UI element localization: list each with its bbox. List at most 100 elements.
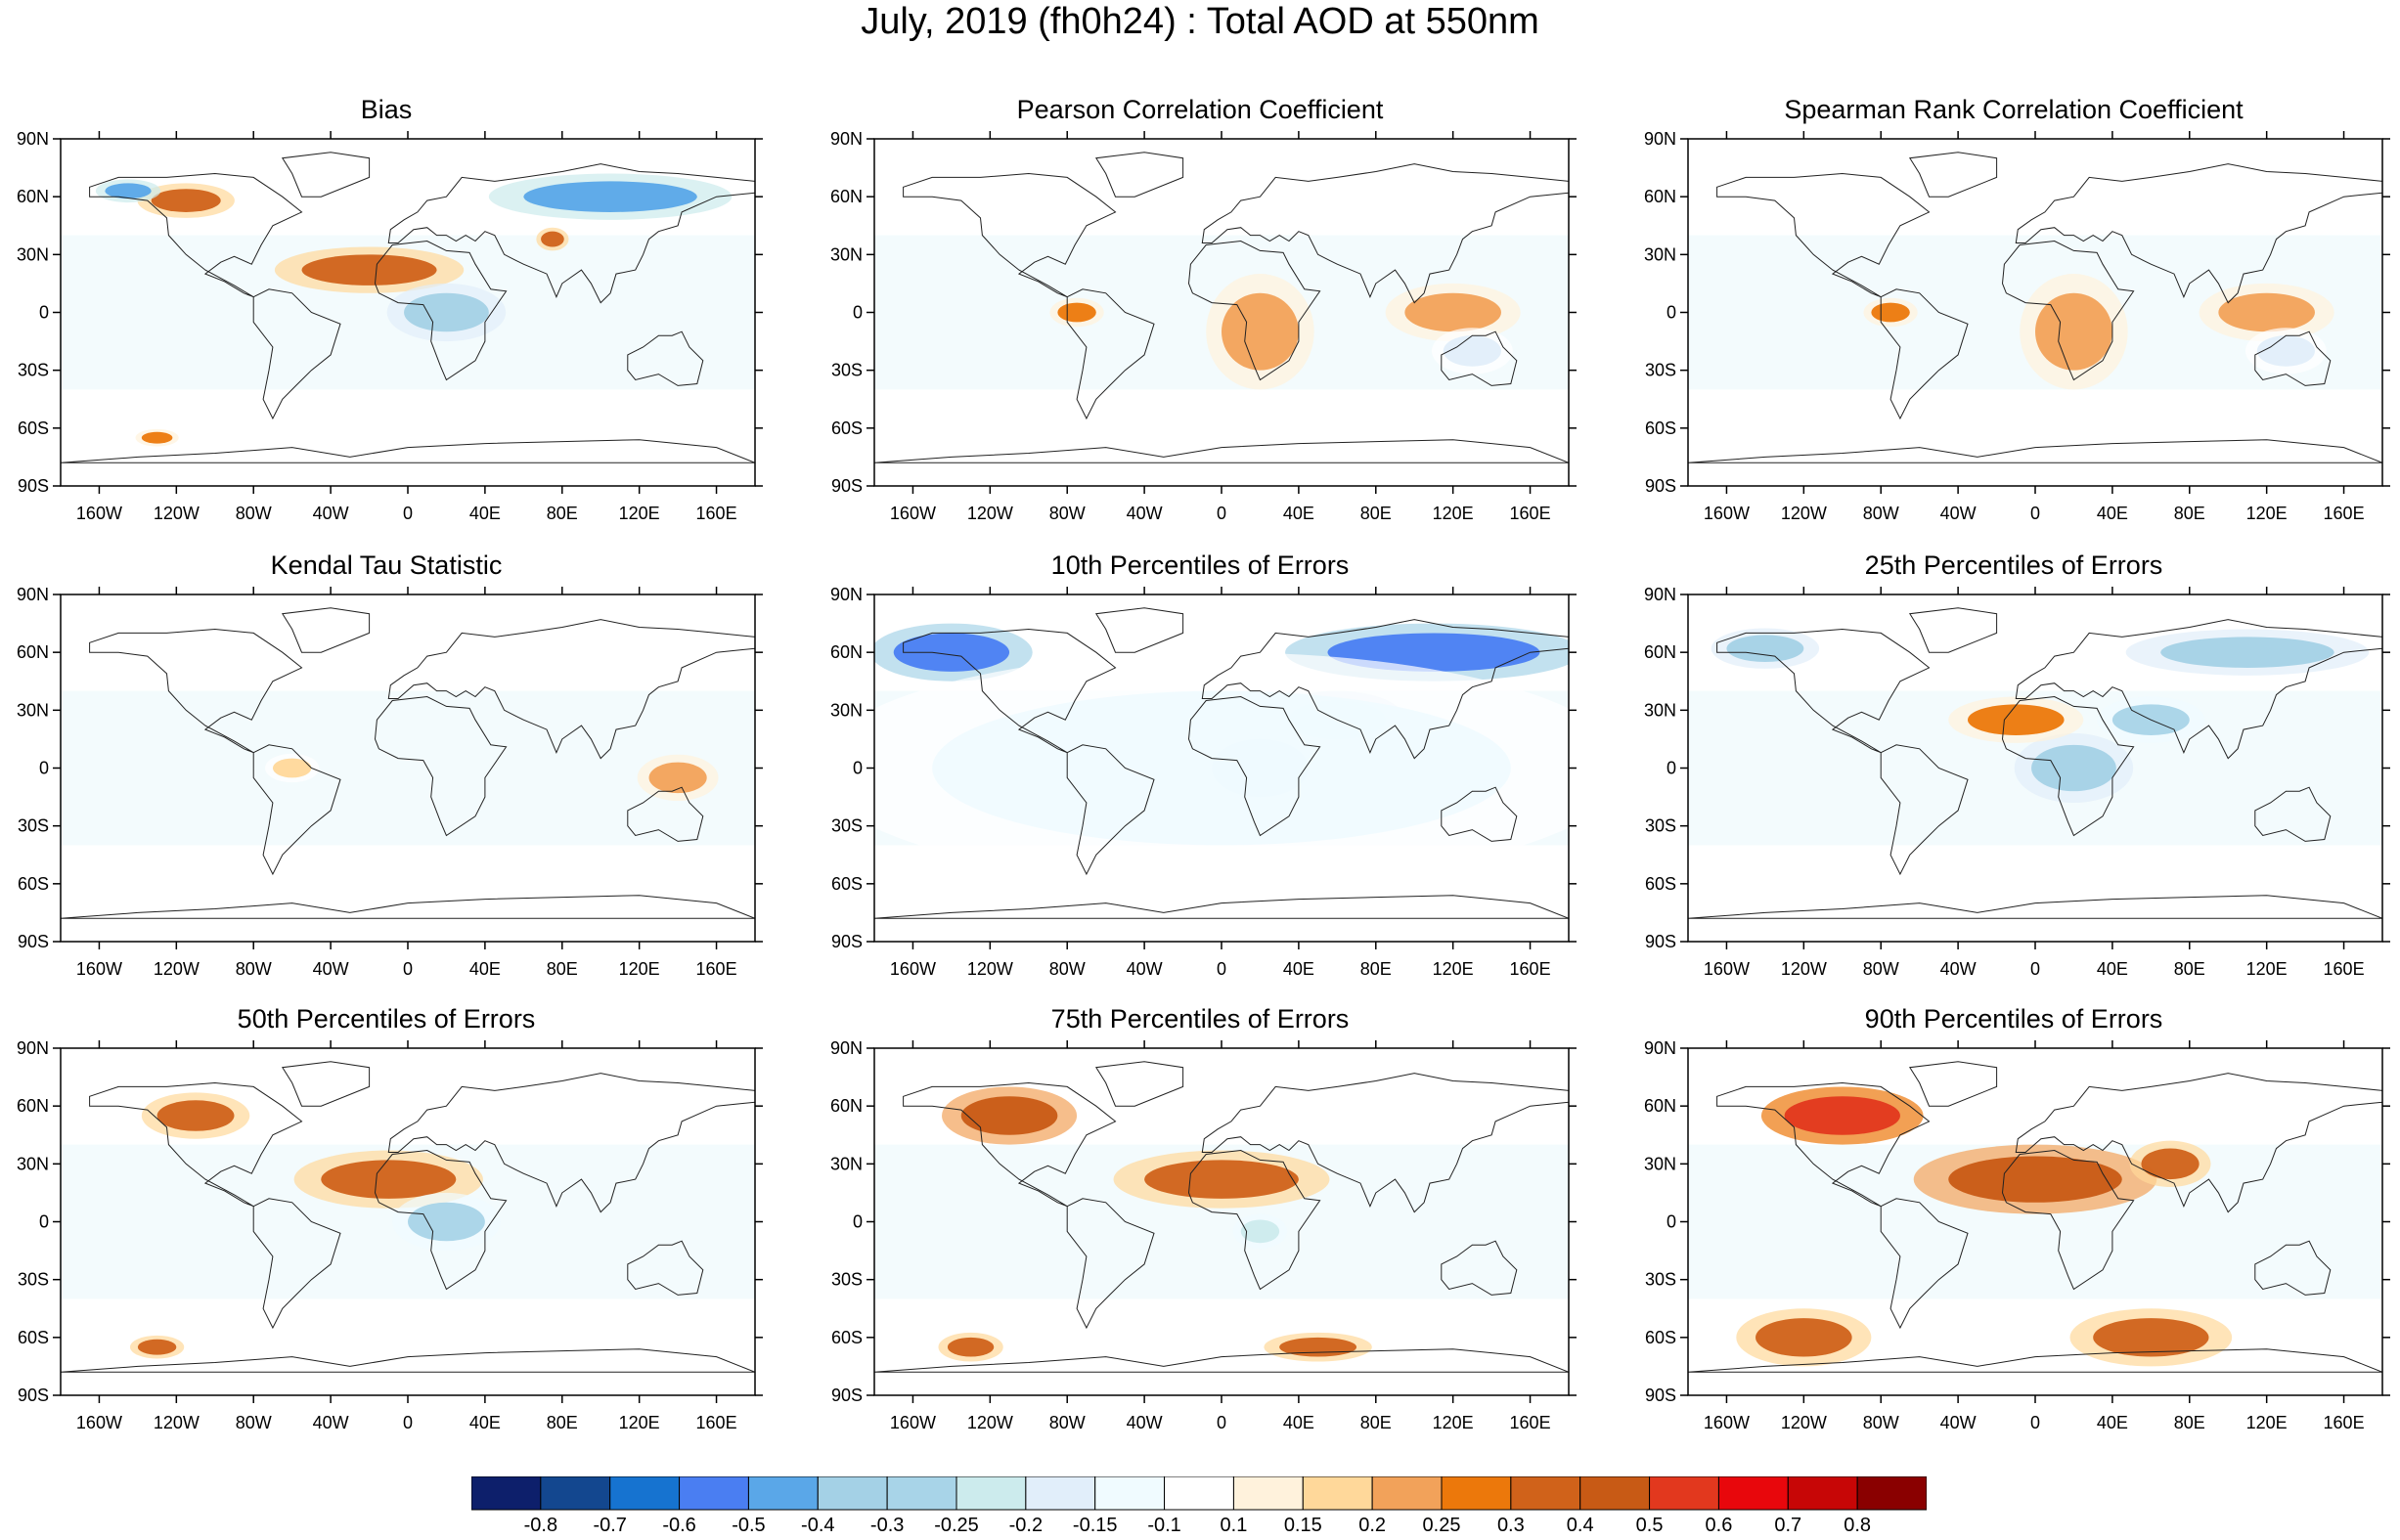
colorbar-label: 0.15 xyxy=(1284,1515,1322,1535)
lat-tick-label: 0 xyxy=(853,1212,863,1232)
panel-title: 75th Percentiles of Errors xyxy=(1050,1004,1350,1034)
coastline xyxy=(89,628,303,754)
colorbar-swatch xyxy=(540,1475,611,1511)
map-panel: 50th Percentiles of Errors 90N 60N 30N 0 30S 6… xyxy=(0,999,773,1430)
lon-tick-label: 120W xyxy=(154,504,200,520)
coastline xyxy=(1066,1198,1155,1330)
coastline xyxy=(281,1061,371,1107)
lat-tick-label: 60N xyxy=(17,642,49,662)
lon-tick-label: 120W xyxy=(967,959,1013,976)
colorbar-swatch xyxy=(1302,1475,1373,1511)
lon-tick-label: 0 xyxy=(1217,504,1226,520)
map-svg: 90N 60N 30N 0 30S 60S 90S 160W 120W 80W 40W 0 40E 80E… xyxy=(830,129,1577,520)
lat-tick-label: 0 xyxy=(1667,1212,1676,1232)
lon-tick-label: 0 xyxy=(2030,1413,2040,1430)
lon-tick-label: 120E xyxy=(2246,959,2288,976)
lon-tick-label: 120W xyxy=(1781,1413,1827,1430)
coastline xyxy=(627,330,704,386)
coastline xyxy=(1066,288,1155,420)
lon-tick-label: 80W xyxy=(236,504,272,520)
lon-tick-label: 160E xyxy=(2324,959,2365,976)
field-core xyxy=(893,633,1010,672)
lon-tick-label: 160E xyxy=(1510,504,1551,520)
lon-tick-label: 120E xyxy=(2246,504,2288,520)
coastline xyxy=(1187,1149,1321,1291)
coastline xyxy=(1688,439,2382,463)
coastline xyxy=(387,163,755,304)
lon-tick-label: 40E xyxy=(469,504,501,520)
background-field xyxy=(61,690,755,846)
coastline xyxy=(627,1240,704,1296)
lat-tick-label: 30S xyxy=(18,1270,49,1290)
colorbar-label: -0.3 xyxy=(870,1515,904,1535)
coastline xyxy=(1716,172,1931,298)
lon-tick-label: 120E xyxy=(619,959,660,976)
coastline xyxy=(1187,240,1321,381)
lon-tick-label: 120E xyxy=(2246,1413,2288,1430)
field-core xyxy=(1871,302,1910,323)
coastline xyxy=(252,1198,341,1330)
field-core xyxy=(105,183,152,199)
lat-tick-label: 30S xyxy=(18,361,49,380)
lon-tick-label: 40W xyxy=(1940,959,1977,976)
coastline xyxy=(374,1149,508,1291)
coastline xyxy=(1094,607,1184,653)
coastline xyxy=(1908,1061,1998,1107)
coastline xyxy=(627,786,704,842)
lon-tick-label: 160E xyxy=(696,959,737,976)
lon-tick-label: 40W xyxy=(1940,1413,1977,1430)
field-core xyxy=(1756,1318,1852,1357)
lat-tick-label: 90N xyxy=(1644,585,1676,604)
coastline xyxy=(1908,152,1998,198)
lon-tick-label: 80W xyxy=(1863,1413,1899,1430)
lat-tick-label: 0 xyxy=(853,759,863,778)
coastline xyxy=(1201,1073,1569,1213)
field-core xyxy=(1279,1337,1357,1357)
colorbar-label: -0.5 xyxy=(732,1515,765,1535)
lon-tick-label: 160E xyxy=(2324,504,2365,520)
coastline xyxy=(1094,152,1184,198)
coastline xyxy=(874,1348,1569,1373)
lon-tick-label: 80W xyxy=(1863,959,1899,976)
panel-title: Pearson Correlation Coefficient xyxy=(1016,95,1384,124)
lat-tick-label: 0 xyxy=(853,303,863,323)
lon-tick-label: 0 xyxy=(403,1413,413,1430)
colorbar: -0.8 -0.7 -0.6 -0.5 -0.4 -0.3 -0.25 -0.2 -0.15 -0… xyxy=(470,1475,1928,1536)
map-svg: 90N 60N 30N 0 30S 60S 90S 160W 120W 80W 40W 0 40E 80E… xyxy=(1644,585,2390,976)
lon-tick-label: 80E xyxy=(547,959,578,976)
field-core xyxy=(141,431,173,444)
coastline xyxy=(61,1348,755,1373)
field-core xyxy=(1726,635,1804,663)
lon-tick-label: 80E xyxy=(1360,504,1392,520)
lat-tick-label: 30N xyxy=(1644,700,1676,720)
lon-tick-label: 80E xyxy=(2174,1413,2205,1430)
coastline xyxy=(1201,163,1569,304)
coastline xyxy=(874,439,1569,463)
field-core xyxy=(301,254,437,286)
lon-tick-label: 160W xyxy=(76,504,122,520)
lat-tick-label: 60N xyxy=(17,1096,49,1116)
lat-tick-label: 60N xyxy=(830,642,863,662)
coastline xyxy=(252,744,341,876)
lat-tick-label: 0 xyxy=(39,303,49,323)
coastline xyxy=(1441,1240,1518,1296)
lon-tick-label: 40E xyxy=(2097,1413,2128,1430)
lon-tick-label: 40W xyxy=(1127,504,1163,520)
colorbar-label: 0.5 xyxy=(1636,1515,1664,1535)
lon-tick-label: 160W xyxy=(890,959,936,976)
colorbar-swatch xyxy=(886,1475,957,1511)
lat-tick-label: 90S xyxy=(18,1386,49,1405)
lat-tick-label: 60S xyxy=(831,1328,863,1347)
coastline xyxy=(2001,695,2135,837)
coastline xyxy=(374,240,508,381)
lon-tick-label: 0 xyxy=(403,504,413,520)
field-core xyxy=(2218,292,2315,332)
lat-tick-label: 30N xyxy=(17,1154,49,1173)
lon-tick-label: 80E xyxy=(547,504,578,520)
lon-tick-label: 160W xyxy=(1704,959,1750,976)
lat-tick-label: 60N xyxy=(830,1096,863,1116)
colorbar-swatch xyxy=(1510,1475,1581,1511)
lat-tick-label: 30N xyxy=(1644,1154,1676,1173)
field-core xyxy=(2031,744,2116,792)
panel-title: Bias xyxy=(360,95,413,124)
